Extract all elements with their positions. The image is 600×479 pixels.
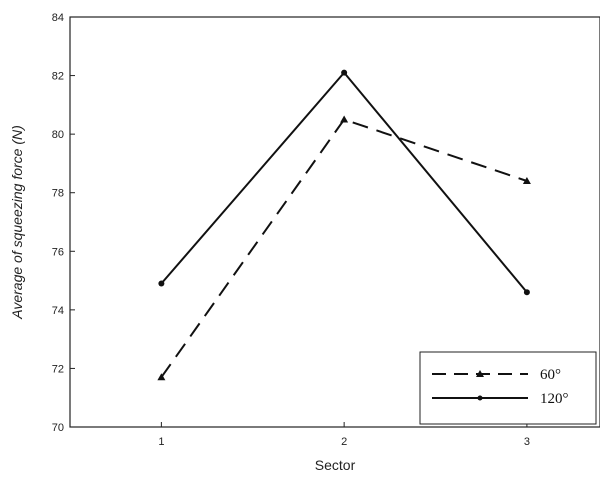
legend: 60° 120°	[419, 351, 597, 425]
y-tick-label: 80	[52, 129, 64, 141]
x-tick-label: 3	[524, 436, 530, 448]
y-axis-label: Average of squeezing force (N)	[9, 125, 25, 320]
legend-label-60: 60°	[540, 367, 561, 383]
data-point	[158, 280, 165, 287]
legend-marker-120	[477, 395, 483, 401]
data-point	[522, 177, 531, 184]
y-axis-ticks: 70 72 74 76 78 80 82 84	[52, 12, 75, 434]
x-tick-label: 2	[341, 436, 347, 448]
y-tick-label: 82	[52, 71, 64, 83]
x-axis-label: Sector	[315, 457, 356, 473]
y-tick-label: 84	[52, 12, 64, 24]
legend-marker-60	[476, 370, 484, 377]
series-layer	[157, 69, 531, 381]
series-line-0	[160, 118, 528, 378]
data-point	[340, 115, 349, 123]
y-tick-label: 70	[52, 422, 64, 434]
y-tick-label: 76	[52, 246, 64, 258]
series-line-1	[160, 71, 528, 293]
data-point	[341, 69, 348, 76]
x-axis-ticks: 1 2 3	[158, 422, 530, 448]
legend-box	[419, 351, 597, 425]
data-point	[523, 289, 530, 296]
y-tick-label: 78	[52, 188, 64, 200]
y-tick-label: 72	[52, 363, 64, 375]
data-point	[157, 373, 166, 381]
x-tick-label: 1	[158, 436, 164, 448]
legend-label-120: 120°	[540, 391, 569, 407]
y-tick-label: 74	[52, 305, 64, 317]
plot-frame	[69, 16, 600, 428]
